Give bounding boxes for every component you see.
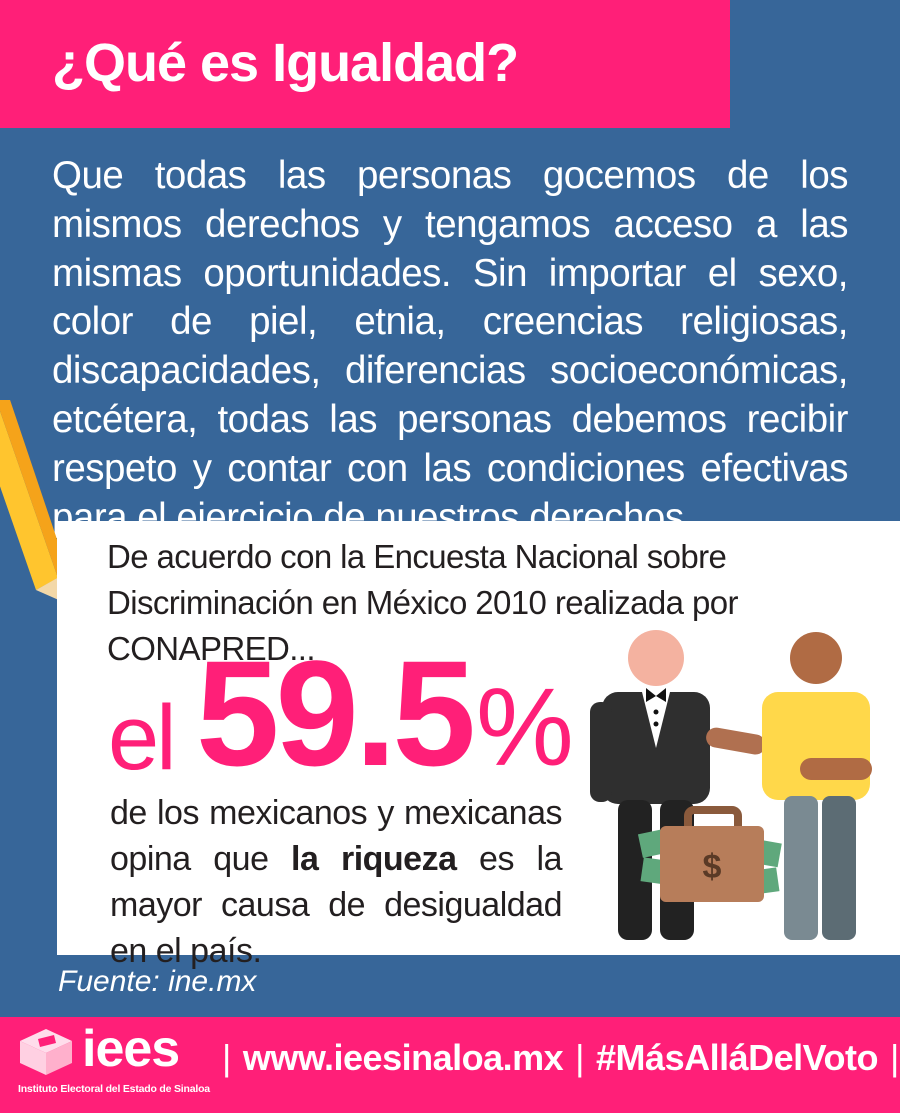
logo-caption: Instituto Electoral del Estado de Sinalo… — [18, 1083, 210, 1095]
source-credit: Fuente: ine.mx — [58, 965, 257, 998]
hashtag[interactable]: #MásAlláDelVoto — [596, 1037, 878, 1078]
footer-links: | www.ieesinaloa.mx | #MásAlláDelVoto | — [210, 1037, 899, 1079]
footer-bar: iees Instituto Electoral del Estado de S… — [0, 1017, 900, 1113]
stat-desc-after: es la mayor causa de desigualdad en el p… — [110, 840, 563, 970]
title-banner: ¿Qué es Igualdad? — [0, 0, 730, 128]
stat-number: 59.5 — [196, 629, 476, 797]
stat-desc-before: de los mexicanos y mexicanas opina que — [110, 794, 563, 878]
definition-text: Que todas las personas gocemos de los mi… — [52, 154, 849, 539]
survey-intro: De acuerdo con la Encuesta Nacional sobr… — [107, 538, 738, 667]
stat-desc-bold: la riqueza — [291, 840, 457, 878]
stat-value: 59.5% — [196, 628, 574, 813]
stat-unit: % — [475, 666, 574, 789]
website-link[interactable]: www.ieesinaloa.mx — [242, 1037, 564, 1078]
handshake-illustration: $ — [590, 630, 872, 940]
separator: | — [222, 1037, 231, 1078]
separator: | — [575, 1037, 585, 1078]
stat-prefix: el — [108, 687, 177, 789]
separator: | — [889, 1037, 899, 1078]
logo-text: iees — [82, 1020, 180, 1078]
stat-description: de los mexicanos y mexicanas opina que l… — [110, 790, 563, 974]
money-symbol: $ — [703, 848, 722, 886]
page-title: ¿Qué es Igualdad? — [52, 33, 519, 93]
ballot-box-icon — [20, 1029, 72, 1075]
